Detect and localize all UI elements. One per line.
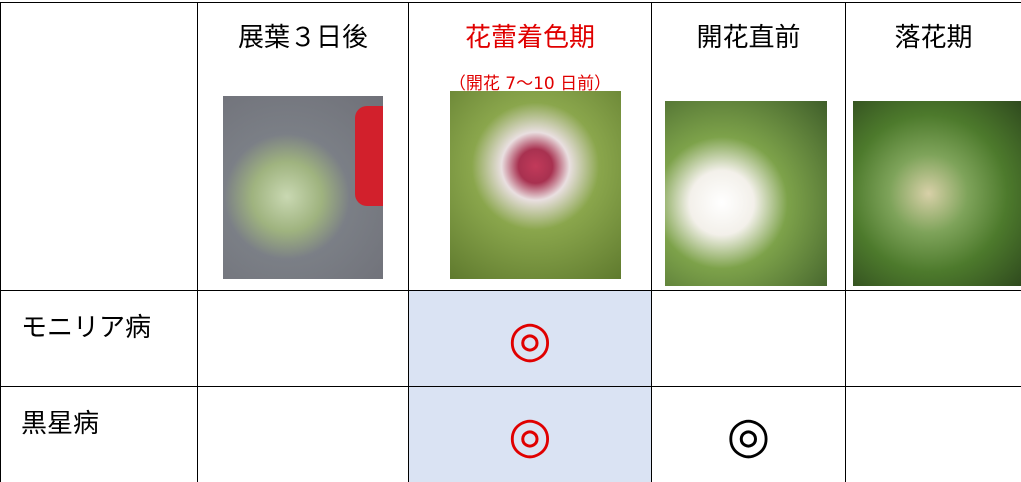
cell <box>197 290 408 386</box>
header-cell: 花蕾着色期 （開花 7～10 日前） <box>408 2 651 290</box>
cell <box>845 290 1021 386</box>
corner-cell <box>0 2 197 290</box>
row-label: 黒星病 <box>21 409 100 439</box>
column-subtitle: （開花 7～10 日前） <box>448 74 612 94</box>
cell <box>651 290 845 386</box>
row-label: モニリア病 <box>21 313 152 343</box>
column-title: 開花直前 <box>696 23 801 53</box>
column-title: 落花期 <box>894 23 973 53</box>
mark: ◎ <box>508 310 552 368</box>
column-title: 展葉３日後 <box>237 23 368 53</box>
row-label-cell: 黒星病 <box>0 386 197 482</box>
row-label-cell: モニリア病 <box>0 290 197 386</box>
photo <box>450 91 621 279</box>
mark: ◎ <box>726 406 771 464</box>
photo <box>853 101 1021 286</box>
photo <box>223 96 383 279</box>
header-cell: 展葉３日後 <box>197 2 408 290</box>
cell <box>197 386 408 482</box>
header-cell: 開花直前 <box>651 2 845 290</box>
cell <box>845 386 1021 482</box>
column-title: 花蕾着色期 <box>464 23 595 53</box>
photo <box>665 101 827 286</box>
header-cell: 落花期 <box>845 2 1021 290</box>
cell: ◎ <box>651 386 845 482</box>
cell: ◎ <box>408 290 651 386</box>
cell: ◎ <box>408 386 651 482</box>
mark: ◎ <box>508 406 552 464</box>
